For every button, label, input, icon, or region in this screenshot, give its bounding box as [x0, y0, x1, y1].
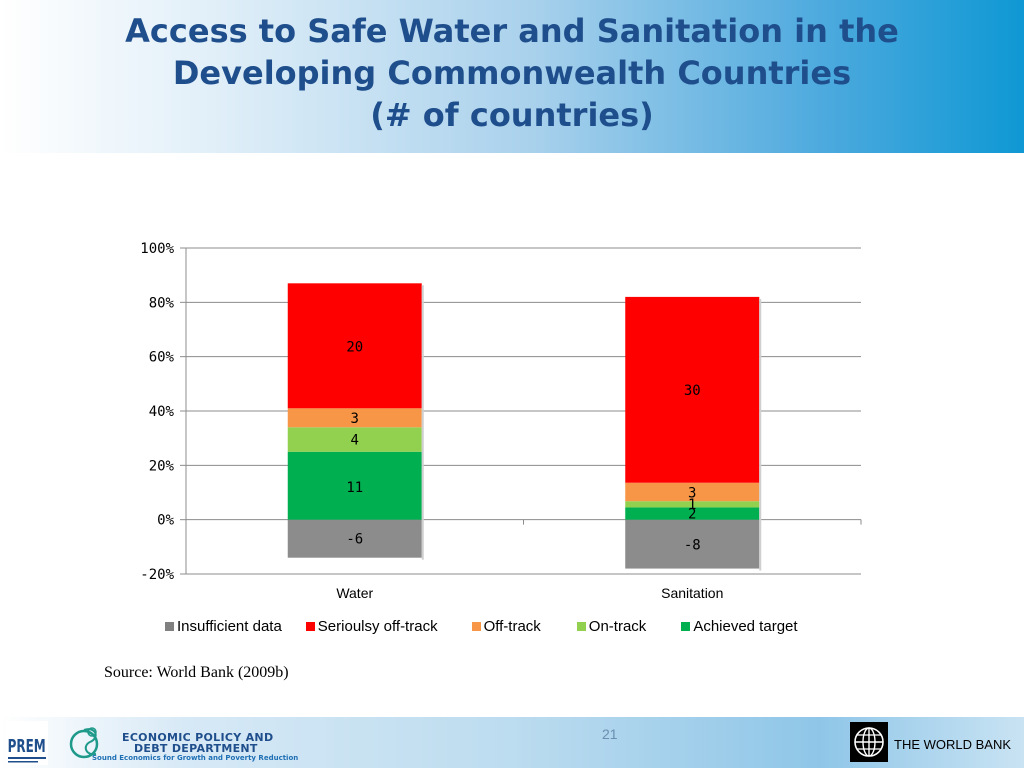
data-label: 3 — [351, 411, 359, 427]
chart-legend: Insufficient data Serioulsy off-track Off-… — [165, 616, 798, 636]
bar-segment-on-track-water — [287, 427, 422, 452]
legend-label: Achieved target — [693, 617, 798, 635]
legend-label: Off-track — [483, 617, 541, 635]
slide-title-line1: Access to Safe Water and Sanitation in t… — [125, 12, 899, 50]
legend-swatch — [681, 621, 691, 631]
y-tick-label: 40% — [149, 404, 175, 420]
legend-swatch — [165, 621, 174, 631]
y-tick-label: 60% — [149, 350, 175, 366]
world-bank-label: THE WORLD BANK — [894, 737, 1012, 752]
title-banner: Access to Safe Water and Sanitation in t… — [0, 0, 1024, 153]
data-label: 4 — [351, 433, 359, 449]
data-label: 2 — [688, 506, 696, 522]
legend-swatch — [305, 621, 315, 631]
bar-segment-serioulsy-off-track-water — [287, 283, 422, 409]
source-note: Source: World Bank (2009b) — [104, 664, 289, 681]
slide-title-line3: (# of countries) — [370, 96, 654, 134]
dept-tagline: Sound Economics for Growth and Poverty R… — [92, 754, 299, 762]
x-category-label: Sanitation — [661, 585, 723, 600]
bar-segment-on-track-sanitation — [625, 501, 760, 508]
x-category-label: Water — [336, 585, 373, 600]
legend-item: Off-track — [471, 617, 541, 635]
bar-segment-insufficient-data-sanitation — [625, 519, 760, 569]
legend-swatch — [576, 621, 586, 631]
bar-segment-off-track-water — [287, 408, 422, 428]
dept-name-line2: DEBT DEPARTMENT — [134, 742, 258, 755]
bar-shadow — [759, 298, 762, 571]
page-number: 21 — [602, 726, 618, 742]
legend-item: On-track — [576, 617, 647, 635]
prem-logo-icon: PREM — [6, 721, 48, 765]
svg-text:PREM: PREM — [8, 736, 46, 757]
data-label: 11 — [346, 480, 363, 496]
y-tick-label: -20% — [140, 567, 174, 583]
y-tick-label: 20% — [149, 458, 175, 474]
bar-segment-achieved-target-sanitation — [625, 507, 760, 520]
data-label: 1 — [688, 497, 696, 513]
legend-swatch — [471, 621, 481, 631]
data-label: 20 — [346, 339, 363, 355]
bar-shadow — [421, 285, 424, 560]
y-tick-label: 0% — [157, 513, 174, 529]
legend-label: Insufficient data — [177, 617, 282, 635]
stacked-bar-chart: -20%0%20%40%60%80%100%-6114320Water-8213… — [140, 241, 862, 600]
legend-label: On-track — [588, 617, 647, 635]
data-label: -6 — [346, 532, 363, 548]
data-label: 30 — [684, 383, 701, 399]
legend-item: Achieved target — [681, 617, 798, 635]
bar-segment-off-track-sanitation — [625, 482, 760, 502]
bar-segment-achieved-target-water — [287, 451, 422, 520]
y-tick-label: 80% — [149, 295, 175, 311]
legend-item: Insufficient data — [165, 618, 282, 635]
data-label: -8 — [684, 538, 701, 554]
y-tick-label: 100% — [140, 241, 174, 257]
data-label: 3 — [688, 486, 696, 502]
legend-label: Serioulsy off-track — [317, 617, 438, 635]
legend-item: Serioulsy off-track — [305, 617, 438, 635]
slide-title: Access to Safe Water and Sanitation in t… — [0, 10, 1024, 136]
dept-name-line1: ECONOMIC POLICY AND — [122, 731, 274, 744]
bar-segment-insufficient-data-water — [287, 519, 422, 558]
footer-bar: PREM ECONOMIC POLICY AND DEBT DEPARTMENT… — [0, 717, 1024, 768]
world-bank-logo-icon — [850, 722, 888, 762]
bar-segment-serioulsy-off-track-sanitation — [625, 296, 760, 483]
epdd-logo-icon — [69, 727, 99, 759]
slide-title-line2: Developing Commonwealth Countries — [172, 54, 852, 92]
